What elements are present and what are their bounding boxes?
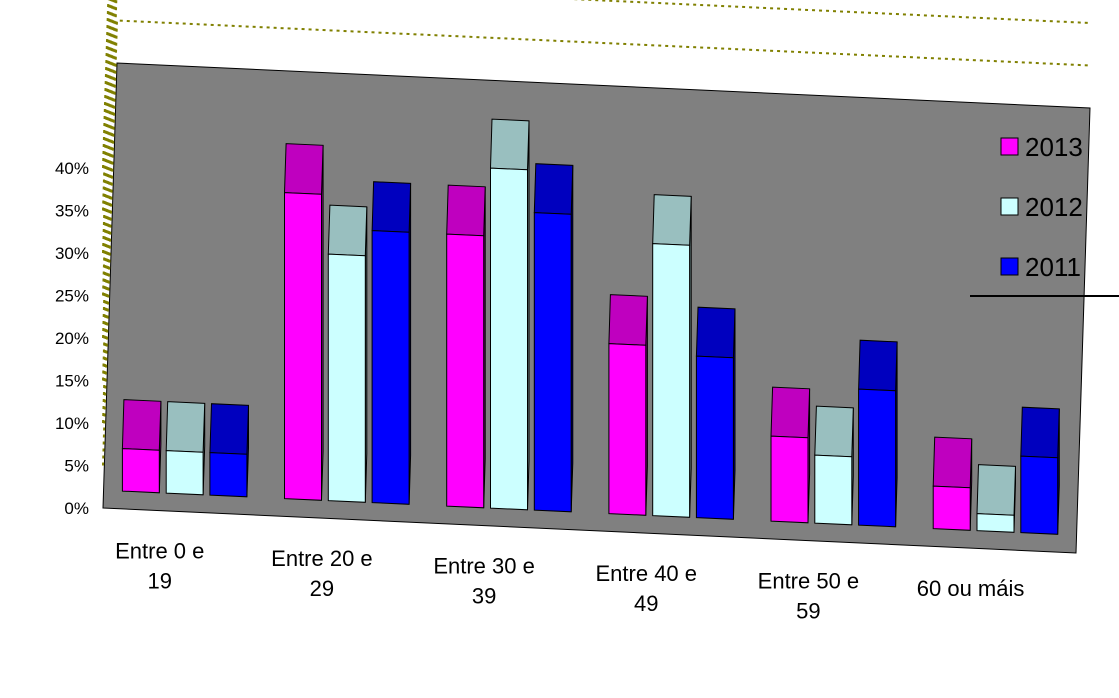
bar: [814, 405, 854, 526]
category-label: 60 ou máis: [917, 576, 1025, 601]
bar-top: [1020, 406, 1060, 459]
bar-front: [446, 233, 485, 509]
bar-top: [533, 163, 574, 215]
gridline: [102, 0, 112, 254]
bar: [1020, 406, 1060, 535]
bar-top: [652, 194, 692, 246]
bar-top: [446, 184, 486, 237]
bar-front: [932, 485, 971, 531]
y-tick-label: 10%: [55, 414, 89, 433]
category-label: Entre 20 e 29: [271, 546, 373, 601]
gridline: [102, 0, 1091, 424]
bar-front: [121, 448, 160, 494]
bar-top: [858, 339, 898, 392]
bar-front: [533, 212, 572, 513]
bar: [770, 386, 811, 524]
legend-swatch: [1000, 137, 1019, 156]
bar: [608, 294, 648, 516]
bar: [932, 436, 973, 531]
bar-front: [371, 230, 410, 505]
bar-top: [121, 399, 162, 451]
bar-front: [209, 452, 248, 498]
bar-top: [371, 181, 412, 233]
y-tick-label: 15%: [55, 372, 89, 391]
y-tick-label: 20%: [55, 329, 89, 348]
category-label: Entre 30 e 39: [433, 554, 535, 609]
gridline: [102, 0, 111, 211]
bar-front: [490, 167, 528, 511]
bar-top: [608, 294, 648, 346]
bar: [695, 306, 736, 520]
y-tick-label: 5%: [64, 457, 89, 476]
bar-top: [695, 306, 736, 359]
gridline: [102, 0, 110, 169]
bar-front: [608, 343, 647, 516]
bar-front: [165, 450, 204, 496]
legend-label: 2013: [1025, 132, 1083, 162]
bar: [858, 339, 898, 528]
category-label: Entre 0 e 19: [115, 539, 204, 594]
bar: [489, 118, 530, 511]
bar-top: [770, 386, 811, 439]
bar-top: [976, 464, 1017, 516]
category-label: Entre 40 e 49: [596, 561, 698, 616]
bar: [446, 184, 486, 509]
legend-label: 2012: [1025, 192, 1083, 222]
bar-top: [327, 204, 368, 257]
bar: [165, 401, 206, 496]
gridline: [102, 0, 114, 296]
bar: [371, 181, 412, 505]
bar-front: [284, 192, 322, 501]
bar: [652, 194, 692, 518]
gridline: [102, 0, 116, 381]
bar-front: [814, 454, 853, 526]
bar-top: [283, 143, 324, 195]
bar: [976, 464, 1017, 533]
legend-swatch: [1000, 257, 1019, 276]
bar-front: [327, 253, 366, 503]
bar-front: [858, 388, 897, 528]
bar-front: [770, 435, 809, 524]
legend-label: 2011: [1025, 252, 1081, 282]
bar-front: [1020, 455, 1059, 535]
bar-front: [652, 243, 691, 518]
y-tick-label: 25%: [55, 287, 89, 306]
bar-top: [165, 401, 206, 453]
y-tick-label: 0%: [64, 499, 89, 518]
bar: [327, 204, 368, 503]
legend-swatch: [1000, 197, 1019, 216]
y-tick-label: 30%: [55, 244, 89, 263]
bar-top: [932, 436, 973, 489]
bar-top: [814, 405, 854, 458]
gridline: [102, 0, 115, 339]
bar-front: [695, 355, 734, 520]
y-tick-label: 35%: [55, 202, 89, 221]
bar-front: [976, 513, 1015, 533]
bar: [209, 403, 250, 498]
bar-top: [489, 118, 530, 171]
y-tick-label: 40%: [55, 159, 89, 178]
bar-top: [209, 403, 250, 455]
category-label: Entre 50 e 59: [758, 569, 860, 624]
bar: [533, 163, 574, 513]
bar: [283, 143, 324, 501]
gridline: [102, 19, 1091, 466]
bar: [121, 399, 162, 494]
